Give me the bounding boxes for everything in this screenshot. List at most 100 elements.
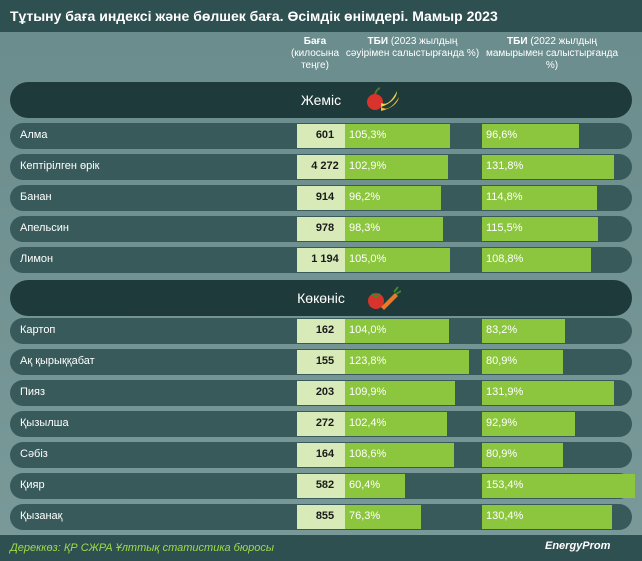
price-cell: 155 [297,350,353,374]
price-cell: 914 [297,186,353,210]
cpi-month-bar [345,319,449,343]
cpi-month-bar [345,248,450,272]
cpi-month-bar [345,350,469,374]
table-row: Лимон 1 194 105,0% 108,8% [10,247,632,273]
cpi-year-bar [482,381,614,405]
footer-bar [0,535,642,561]
cpi-year-label: 80,9% [486,448,518,460]
price-value: 978 [315,222,335,234]
price-value: 582 [315,479,335,491]
cpi-month-bar [345,443,454,467]
price-header-sub: (килосына теңге) [290,48,340,71]
cpi-year-label: 92,9% [486,417,518,429]
row-label: Лимон [20,253,54,265]
cpi-month-label: 105,0% [349,253,387,265]
cpi-year-bar [482,319,565,343]
cpi-year-bar [482,505,612,529]
price-cell: 978 [297,217,353,241]
cpi-year-label: 131,8% [486,160,524,172]
table-row: Қияр 582 60,4% 153,4% [10,473,635,499]
cpi-month-label: 60,4% [349,479,381,491]
cpi-month-bar [345,186,441,210]
row-label: Пияз [20,386,46,398]
cpi-month-label: 96,2% [349,191,381,203]
price-value: 155 [315,355,335,367]
price-cell: 164 [297,443,353,467]
price-value: 164 [315,448,335,460]
cpi-year-label: 114,8% [486,191,523,203]
cpi-month-header-title: ТБИ [367,36,389,47]
row-label: Апельсин [20,222,69,234]
table-row: Кептірілген өрік 4 272 102,9% 131,8% [10,154,632,180]
row-label: Алма [20,129,48,141]
price-cell: 1 194 [297,248,353,272]
cpi-year-bar [482,474,635,498]
cpi-year-label: 115,5% [486,222,523,234]
price-value: 914 [315,191,335,203]
table-row: Қызылша 272 102,4% 92,9% [10,411,632,437]
cpi-year-header-title: ТБИ [507,36,528,47]
cpi-month-header-sub: (2023 жылдың сәуірімен салыстырғанда %) [345,36,480,59]
cpi-year-label: 83,2% [486,324,518,336]
cpi-month-label: 108,6% [349,448,387,460]
cpi-year-label: 153,4% [486,479,524,491]
cpi-month-label: 76,3% [349,510,381,522]
price-cell: 601 [297,124,353,148]
cpi-month-header: ТБИ (2023 жылдың сәуірімен салыстырғанда… [345,36,480,60]
cpi-year-label: 96,6% [486,129,518,141]
source-note: Дереккөз: ҚР СЖРА Ұлттық статистика бюро… [10,542,274,554]
cpi-month-bar [345,412,447,436]
price-value: 203 [315,386,335,398]
table-row: Пияз 203 109,9% 131,9% [10,380,632,406]
row-label: Банан [20,191,52,203]
cpi-month-label: 123,8% [349,355,387,367]
table-row: Алма 601 105,3% 96,6% [10,123,632,149]
cpi-year-bar [482,186,597,210]
section-header: Көкөніс [10,280,632,316]
cpi-year-label: 80,9% [486,355,518,367]
table-row: Апельсин 978 98,3% 115,5% [10,216,632,242]
fruit-basket-icon [365,85,401,120]
price-header-title: Баға [303,36,327,47]
cpi-year-bar [482,155,614,179]
energyprom-logo: EnergyProm [545,540,611,552]
table-row: Банан 914 96,2% 114,8% [10,185,632,211]
price-value: 272 [315,417,335,429]
cpi-month-label: 109,9% [349,386,387,398]
cpi-month-bar [345,505,421,529]
title-bar [0,0,642,32]
cpi-year-header: ТБИ (2022 жылдың мамырымен салыстырғанда… [482,36,622,72]
table-row: Ақ қырыққабат 155 123,8% 80,9% [10,349,632,375]
row-label: Картоп [20,324,56,336]
price-cell: 855 [297,505,353,529]
cpi-month-bar [345,474,405,498]
table-row: Сәбіз 164 108,6% 80,9% [10,442,632,468]
price-cell: 203 [297,381,353,405]
section-label: Көкөніс [297,290,345,306]
cpi-year-label: 108,8% [486,253,524,265]
cpi-year-bar [482,248,591,272]
price-value: 4 272 [311,160,339,172]
table-row: Картоп 162 104,0% 83,2% [10,318,632,344]
price-cell: 4 272 [297,155,353,179]
cpi-month-label: 102,4% [349,417,387,429]
cpi-month-label: 104,0% [349,324,387,336]
row-label: Ақ қырыққабат [20,355,95,367]
cpi-month-label: 98,3% [349,222,381,234]
cpi-month-label: 102,9% [349,160,387,172]
row-label: Қызылша [20,417,69,429]
cpi-year-bar [482,412,575,436]
cpi-month-label: 105,3% [349,129,387,141]
vegetables-icon [365,283,402,318]
page-title: Тұтыну баға индексі және бөлшек баға. Өс… [10,8,498,24]
price-header: Баға (килосына теңге) [287,36,343,72]
cpi-month-bar [345,217,443,241]
price-value: 855 [315,510,335,522]
table-row: Қызанақ 855 76,3% 130,4% [10,504,632,530]
cpi-year-bar [482,350,563,374]
price-value: 601 [315,129,335,141]
cpi-year-header-sub: (2022 жылдың мамырымен салыстырғанда %) [485,36,619,71]
row-label: Сәбіз [20,448,48,460]
price-cell: 272 [297,412,353,436]
row-label: Қияр [20,479,45,491]
